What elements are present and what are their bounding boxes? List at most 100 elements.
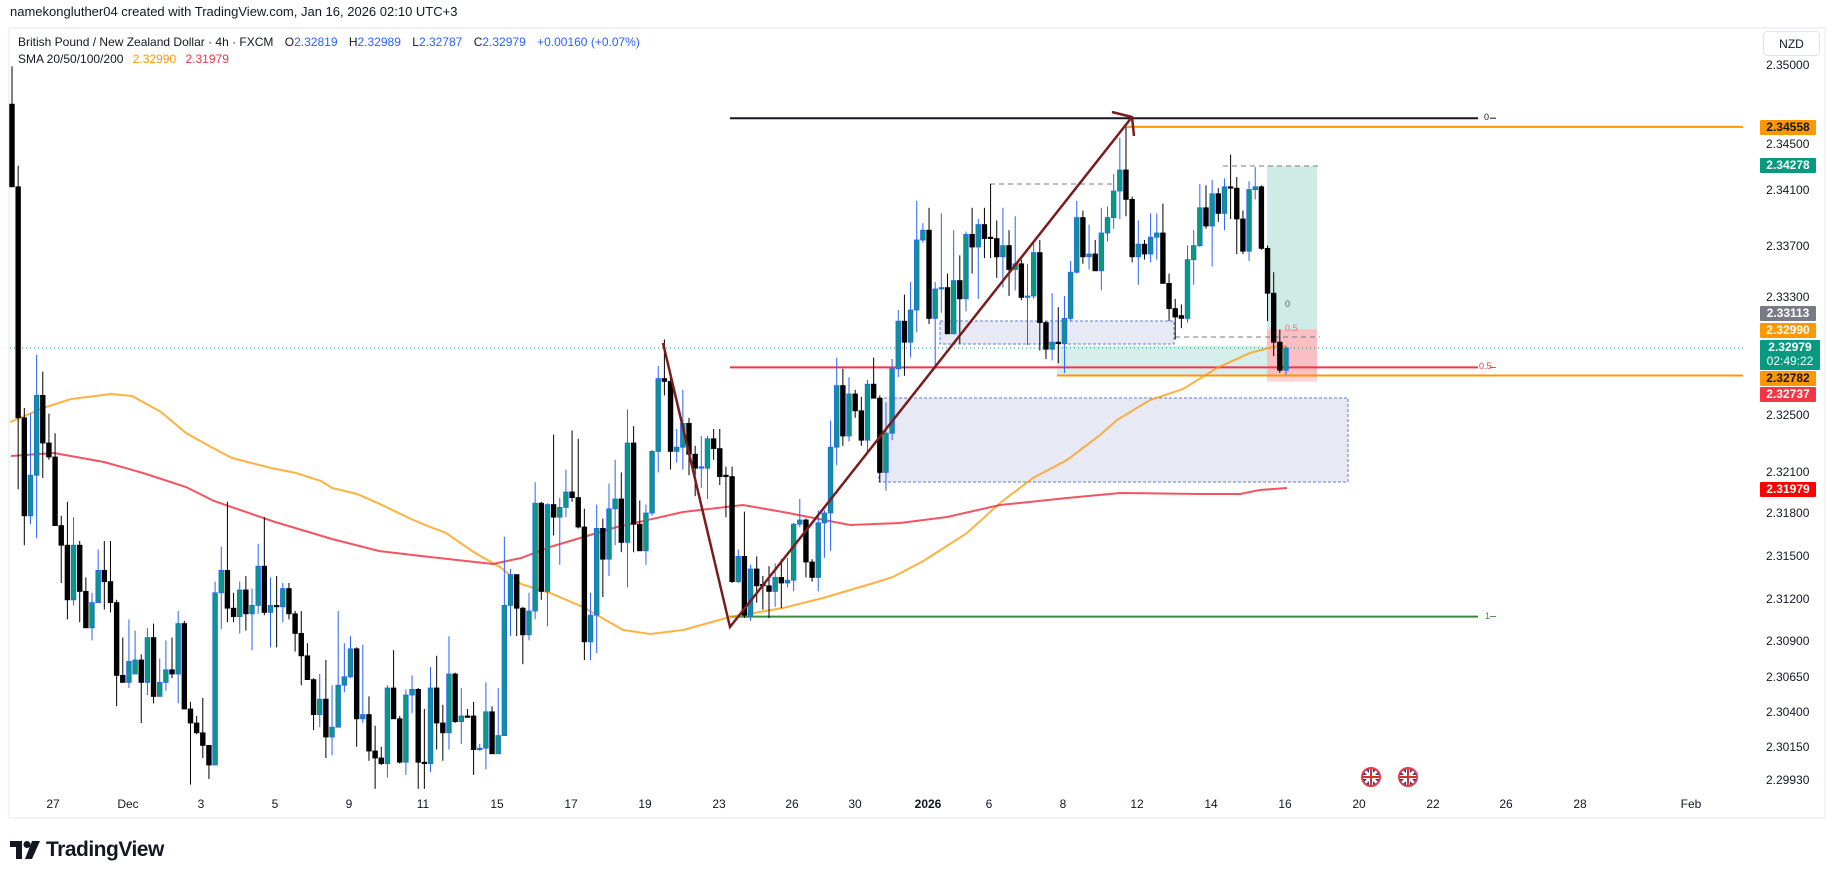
- candle: [495, 688, 501, 755]
- candle-body: [1018, 263, 1025, 298]
- candle: [206, 745, 212, 779]
- candle: [1172, 298, 1178, 340]
- time-tick-label: 12: [1130, 797, 1144, 811]
- candle-body: [754, 568, 760, 587]
- price-tick-label: 2.30150: [1766, 740, 1810, 754]
- candle-body: [329, 726, 335, 738]
- candle-body: [304, 655, 311, 680]
- price-tick-label: 2.33300: [1766, 290, 1810, 304]
- candle-body: [563, 491, 569, 508]
- tradingview-logo[interactable]: TradingView: [10, 838, 164, 862]
- candle-body: [452, 673, 458, 722]
- candle: [655, 366, 661, 473]
- time-tick-label: 26: [1499, 797, 1513, 811]
- candle: [187, 702, 194, 785]
- candle-body: [224, 570, 231, 609]
- candle: [704, 436, 711, 499]
- candle: [360, 644, 366, 723]
- candle: [1024, 263, 1031, 345]
- candle: [1129, 196, 1135, 263]
- sma-slow-value: 2.31979: [185, 52, 229, 66]
- price-tag: 2.33113: [1760, 306, 1816, 321]
- candle: [1178, 304, 1185, 329]
- small-fib-label-0-5: 0.5: [1285, 323, 1298, 333]
- candle-body: [1080, 217, 1086, 258]
- candle: [292, 611, 298, 652]
- candle: [593, 504, 600, 653]
- candle: [581, 508, 588, 660]
- candle: [827, 420, 834, 551]
- candle: [483, 682, 489, 770]
- fib-label-1: 1: [1485, 611, 1491, 621]
- candle: [280, 583, 286, 623]
- candle: [969, 207, 975, 274]
- candle-body: [1258, 186, 1265, 249]
- candle-body: [710, 438, 717, 449]
- time-tick-label: 5: [271, 797, 279, 811]
- fib-label-0: 0: [1484, 112, 1490, 122]
- candle: [994, 220, 1000, 278]
- price-tag: 2.34558: [1760, 120, 1816, 135]
- price-tag-value: 2.31979: [1766, 482, 1810, 496]
- candle-body: [1037, 252, 1043, 324]
- candle: [83, 577, 89, 629]
- indicator-title[interactable]: SMA 20/50/100/200: [18, 52, 124, 66]
- candle-body: [1252, 186, 1258, 191]
- price-tick-label: 2.32100: [1766, 465, 1810, 479]
- candle: [477, 744, 483, 751]
- candle-body: [366, 714, 372, 752]
- candle: [21, 408, 28, 546]
- candle: [520, 606, 526, 665]
- candle-body: [495, 735, 501, 755]
- candle: [89, 592, 95, 641]
- candle: [1061, 296, 1068, 373]
- symbol-title[interactable]: British Pound / New Zealand Dollar · 4h …: [18, 35, 274, 49]
- candle: [1135, 220, 1141, 285]
- candle: [630, 426, 637, 553]
- uk-flag-icon[interactable]: [1398, 767, 1418, 787]
- candle-body: [433, 687, 440, 724]
- uk-flag-icon[interactable]: [1361, 767, 1381, 787]
- candle-body: [704, 438, 711, 469]
- candle-body: [1110, 190, 1117, 219]
- candle: [698, 436, 705, 488]
- candle-body: [790, 523, 797, 581]
- candle: [637, 500, 643, 552]
- candle-body: [606, 508, 612, 560]
- candle: [692, 445, 698, 497]
- candle: [132, 630, 138, 675]
- candle-body: [15, 186, 21, 419]
- candle-body: [870, 383, 877, 399]
- candle: [9, 66, 15, 188]
- candle-body: [858, 410, 865, 441]
- candle: [1227, 154, 1234, 219]
- candle-body: [901, 320, 908, 343]
- currency-button[interactable]: NZD: [1763, 31, 1820, 56]
- candle: [747, 564, 754, 621]
- candle-body: [83, 591, 89, 629]
- price-tag-value: 2.34558: [1766, 120, 1810, 134]
- candle-body: [914, 239, 920, 311]
- price-tick-label: 2.31500: [1766, 549, 1810, 563]
- candle: [852, 389, 858, 418]
- candle-body: [360, 714, 366, 720]
- candle: [415, 688, 421, 789]
- candle: [1184, 245, 1191, 323]
- candle: [113, 599, 120, 707]
- candle-body: [981, 224, 988, 240]
- high-value: 2.32989: [357, 35, 401, 49]
- price-tick-label: 2.30650: [1766, 670, 1810, 684]
- candle: [673, 429, 680, 463]
- candle-body: [341, 676, 348, 686]
- candle-body: [144, 637, 151, 683]
- fib-label-0-5: 0.5: [1479, 361, 1492, 371]
- candle: [489, 706, 495, 755]
- candle: [963, 231, 969, 312]
- time-tick-label: 14: [1204, 797, 1218, 811]
- candle: [907, 282, 914, 358]
- candle: [33, 354, 40, 539]
- time-tick-label: 19: [638, 797, 652, 811]
- candle: [1203, 185, 1209, 229]
- candle-body: [157, 682, 163, 697]
